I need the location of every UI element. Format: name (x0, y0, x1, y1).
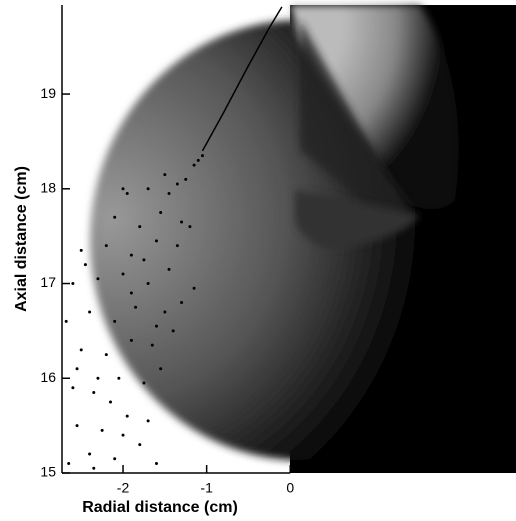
droplet (71, 282, 75, 286)
droplet (171, 329, 175, 333)
x-tick-label: -1 (200, 480, 213, 496)
droplet (154, 324, 158, 328)
droplet (129, 253, 133, 257)
y-tick-label: 17 (40, 274, 56, 290)
droplet (150, 343, 154, 347)
y-tick-label: 16 (40, 369, 56, 385)
droplet (67, 462, 71, 466)
droplet (88, 452, 92, 456)
droplet (159, 367, 163, 371)
droplet (64, 319, 68, 323)
droplet (146, 187, 150, 191)
droplet (167, 267, 171, 271)
droplet (167, 192, 171, 196)
droplet (180, 300, 184, 304)
droplet (192, 163, 196, 167)
y-tick-label: 19 (40, 85, 56, 101)
droplet (96, 376, 100, 380)
droplet (117, 376, 121, 380)
droplet (142, 381, 146, 385)
droplet (79, 248, 83, 252)
y-tick-label: 18 (40, 179, 56, 195)
droplet (113, 457, 117, 461)
droplet (138, 443, 142, 447)
x-tick-label: 0 (286, 480, 294, 496)
droplet (92, 390, 96, 394)
droplet (96, 277, 100, 281)
droplet (192, 286, 196, 290)
y-axis-label: Axial distance (cm) (13, 166, 30, 312)
droplet (200, 154, 204, 158)
droplet (175, 244, 179, 248)
y-tick-label: 15 (40, 464, 56, 480)
droplet (175, 182, 179, 186)
droplet (129, 291, 133, 295)
droplet (146, 419, 150, 423)
droplet (142, 258, 146, 262)
x-tick-label: -2 (117, 480, 130, 496)
droplet (159, 210, 163, 214)
droplet (100, 428, 104, 432)
droplet (184, 177, 188, 181)
droplet (129, 338, 133, 342)
droplet (92, 466, 96, 470)
droplet (154, 239, 158, 243)
droplet (121, 187, 125, 191)
droplet (125, 192, 129, 196)
sheet-line (201, 6, 283, 152)
droplet (79, 348, 83, 352)
droplet (146, 282, 150, 286)
droplet (163, 310, 167, 314)
droplet (104, 353, 108, 357)
droplet (113, 319, 117, 323)
droplet (88, 310, 92, 314)
droplet (134, 305, 138, 309)
droplet (180, 220, 184, 224)
droplet (75, 424, 79, 428)
droplet (163, 173, 167, 177)
droplet (138, 225, 142, 229)
droplet (154, 462, 158, 466)
spray-image (90, 5, 516, 473)
droplet (196, 158, 200, 162)
droplet (188, 225, 192, 229)
x-axis-label: Radial distance (cm) (82, 499, 238, 516)
droplet (71, 386, 75, 390)
droplet (75, 367, 79, 371)
droplet (125, 414, 129, 418)
droplet (83, 263, 87, 267)
droplet (108, 400, 112, 404)
droplet (121, 272, 125, 276)
droplet (121, 433, 125, 437)
droplet (104, 244, 108, 248)
droplet (113, 215, 117, 219)
